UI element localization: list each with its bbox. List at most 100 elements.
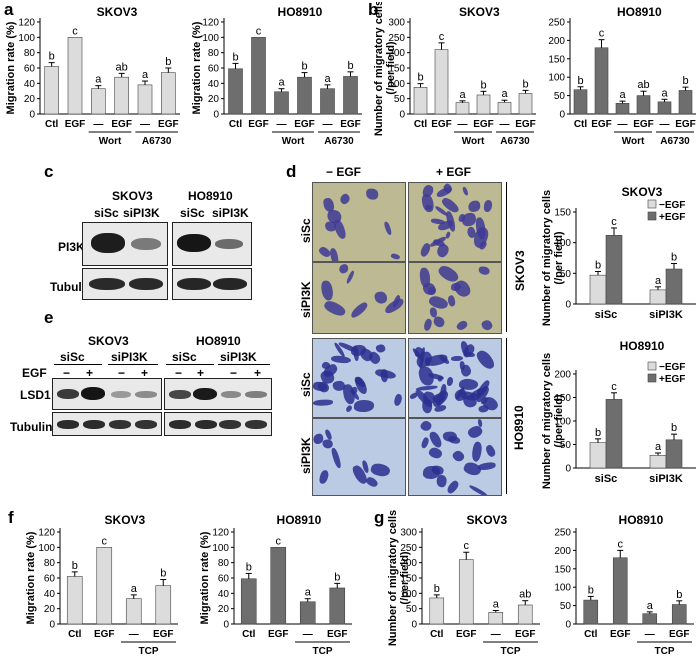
- a1-bar: [44, 66, 59, 115]
- f1-xtick-label: EGF: [153, 629, 174, 640]
- a2-ytick-label: 0: [213, 110, 219, 121]
- chart-g-ho8910: HO8910 0 50 100 150 200 250 b Ctl c EGF a — b EGF TCP: [554, 513, 694, 657]
- stained-cell: [338, 191, 352, 206]
- b1-bar: [518, 93, 533, 115]
- b1-bar: [476, 94, 491, 115]
- a2-xtick-label: EGF: [248, 119, 269, 130]
- b2-ytick-label: 250: [548, 18, 565, 29]
- blot-e-minus-2: −: [118, 366, 126, 380]
- f2-ytick-label: 60: [218, 574, 230, 585]
- f1-ytick-label: 100: [38, 543, 55, 554]
- stained-cell: [364, 475, 379, 490]
- b2-ytick-label: 0: [559, 110, 565, 121]
- b1-ytick-label: 0: [399, 110, 405, 121]
- stained-cell: [332, 218, 348, 241]
- micro-d-sipi3k-label-1: siPI3K: [299, 281, 313, 318]
- micro-d-sisc-label-2: siSc: [299, 372, 313, 397]
- a1-ytick-label: 120: [18, 18, 35, 29]
- f1-bar: [96, 547, 113, 625]
- a1-group-label: Wort: [99, 136, 122, 147]
- a1-sig-letter: a: [142, 69, 149, 81]
- g2-bar: [612, 557, 628, 625]
- b2-ytick-label: 200: [548, 36, 565, 47]
- blot-e-tubulin-skov3: [52, 412, 162, 436]
- f2-xtick-label: EGF: [327, 629, 348, 640]
- g2-ytick-label: 150: [554, 564, 571, 575]
- g1-sig-letter: b: [434, 583, 440, 595]
- f2-ytick-label: 40: [218, 589, 230, 600]
- blot-e-egf-label: EGF: [22, 366, 47, 380]
- a1-ylabel: Migration rate (%): [5, 21, 17, 114]
- d2-sig-letter: c: [611, 381, 617, 393]
- d2-sig-letter: b: [671, 422, 677, 434]
- b2-sig-letter: c: [599, 28, 605, 40]
- d1-ylabel: Number of migratory cells(/per field): [541, 190, 565, 326]
- stained-cell: [462, 186, 469, 197]
- b1-sig-letter: b: [522, 78, 528, 90]
- micro-tile-ho8910-sipi3k-minus: [312, 418, 406, 496]
- stained-cell: [422, 317, 434, 332]
- micro-d-minus-egf-label: − EGF: [326, 165, 362, 179]
- micro-tile-skov3-sipi3k-plus: [408, 262, 502, 334]
- d1-bar: [649, 289, 667, 305]
- a2-bar: [297, 76, 312, 115]
- a1-ytick-label: 0: [29, 110, 35, 121]
- d2-bar: [649, 455, 667, 469]
- stained-cell: [384, 221, 393, 236]
- f1-ylabel: Migration rate (%): [25, 531, 37, 624]
- f1-sig-letter: a: [131, 583, 138, 595]
- stained-cell: [459, 361, 466, 370]
- f1-ytick-label: 60: [44, 574, 56, 585]
- g1-ytick-label: 0: [411, 620, 417, 631]
- stained-cell: [474, 347, 497, 373]
- stained-cell: [461, 212, 477, 227]
- g1-sig-letter: a: [493, 599, 500, 611]
- b1-xtick-label: —: [500, 119, 510, 130]
- micro-d-sipi3k-label-2: siPI3K: [299, 437, 313, 474]
- stained-cell: [353, 399, 375, 412]
- a1-xtick-label: —: [93, 119, 103, 130]
- g1-xtick-label: Ctl: [430, 629, 444, 640]
- d2-ytick-label: 50: [560, 440, 572, 451]
- f1-ytick-label: 120: [38, 528, 55, 539]
- g1-ytick-label: 300: [400, 528, 417, 539]
- g2-sig-letter: b: [676, 589, 682, 601]
- stained-cell: [318, 469, 330, 485]
- d2-xtick-label: siPI3K: [649, 473, 683, 485]
- b1-group-label: Wort: [462, 136, 485, 147]
- a2-sig-letter: a: [324, 73, 331, 85]
- g1-ytick-label: 100: [400, 589, 417, 600]
- g1-xtick-label: EGF: [456, 629, 477, 640]
- g1-ytick-label: 50: [406, 604, 418, 615]
- g2-ytick-label: 50: [560, 601, 572, 612]
- b1-xtick-label: EGF: [431, 119, 452, 130]
- d2-legend-label: −EGF: [659, 362, 685, 373]
- blot-c-tubulin-ho8910: [172, 268, 252, 300]
- a2-bar: [251, 37, 266, 115]
- a2-ytick-label: 120: [202, 18, 219, 29]
- blot-c-sipi3k-label: siPI3K: [123, 206, 160, 220]
- g2-ytick-label: 100: [554, 583, 571, 594]
- a2-bar: [228, 68, 243, 115]
- a2-xtick-label: EGF: [340, 119, 361, 130]
- b1-bar: [497, 102, 512, 115]
- d1-legend-swatch: [647, 199, 657, 209]
- stained-cell: [427, 286, 436, 296]
- d1-ylabel-line: (/per field): [553, 231, 565, 285]
- b1-sig-letter: a: [501, 88, 508, 100]
- b1-bar: [434, 49, 449, 115]
- g2-xtick-label: EGF: [610, 629, 631, 640]
- f2-sig-letter: b: [334, 571, 340, 583]
- a1-sig-letter: b: [49, 51, 55, 63]
- f2-ytick-label: 100: [212, 543, 229, 554]
- b1-sig-letter: a: [459, 89, 466, 101]
- stained-cell: [322, 298, 347, 319]
- panel-letter-a: a: [4, 0, 14, 19]
- blot-e-plus-1: +: [86, 366, 94, 380]
- b2-ytick-label: 150: [548, 54, 565, 65]
- a2-sig-letter: b: [347, 60, 353, 72]
- blot-c-sisc-label-2: siSc: [180, 206, 205, 220]
- micro-tile-skov3-sisc-minus: [312, 182, 406, 262]
- f2-ytick-label: 120: [212, 528, 229, 539]
